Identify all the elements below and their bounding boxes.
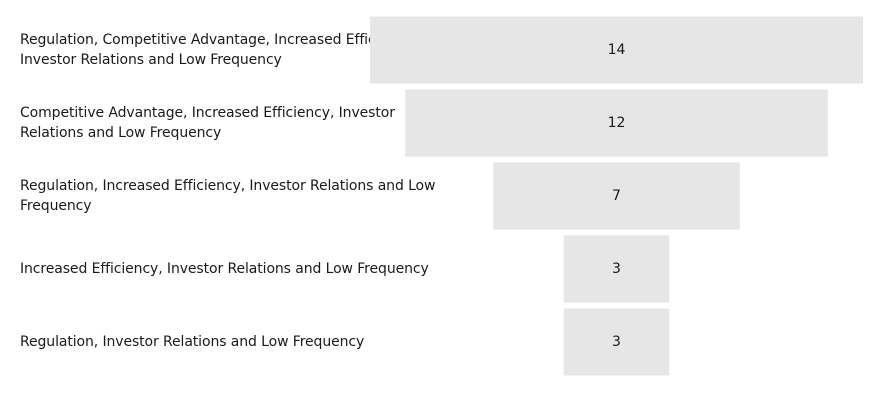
funnel-bar: [563, 308, 670, 376]
data-label: 3: [612, 334, 621, 350]
data-label: 12: [608, 115, 626, 131]
data-label: 14: [608, 42, 626, 58]
funnel-bar: [493, 162, 740, 230]
data-label: 7: [612, 188, 621, 204]
category-label: Regulation, Competitive Advantage, Incre…: [20, 32, 417, 68]
funnel-bar: [563, 235, 670, 303]
data-label: 3: [612, 261, 621, 277]
category-label: Competitive Advantage, Increased Efficie…: [20, 105, 395, 141]
category-label: Regulation, Investor Relations and Low F…: [20, 334, 365, 350]
funnel-bar: [405, 89, 828, 157]
category-label: Increased Efficiency, Investor Relations…: [20, 261, 429, 277]
category-label: Regulation, Increased Efficiency, Invest…: [20, 178, 436, 214]
funnel-bar: [370, 16, 863, 84]
